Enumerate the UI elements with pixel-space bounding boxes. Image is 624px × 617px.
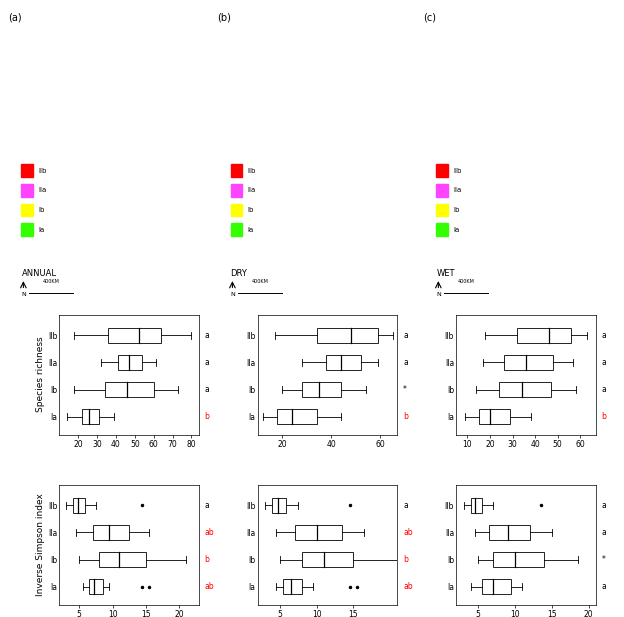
Bar <box>21 204 33 217</box>
Bar <box>489 525 530 540</box>
Y-axis label: Species richness: Species richness <box>36 337 45 412</box>
Text: IIa: IIa <box>39 188 47 193</box>
Bar <box>118 355 142 370</box>
Text: a: a <box>205 501 210 510</box>
Text: Ia: Ia <box>454 226 460 233</box>
Text: Ia: Ia <box>39 226 45 233</box>
Text: Ib: Ib <box>39 207 45 213</box>
Text: ab: ab <box>205 528 214 537</box>
Text: a: a <box>602 501 607 510</box>
Text: Ia: Ia <box>248 226 254 233</box>
Bar <box>436 164 448 177</box>
Bar <box>295 525 343 540</box>
Bar <box>504 355 553 370</box>
Text: a: a <box>602 528 607 537</box>
Bar <box>302 552 353 567</box>
Text: (b): (b) <box>217 12 231 22</box>
Bar <box>436 223 448 236</box>
Text: IIb: IIb <box>454 168 462 173</box>
Bar <box>109 328 161 342</box>
Text: 400KM: 400KM <box>251 280 268 284</box>
Text: IIa: IIa <box>248 188 256 193</box>
Bar <box>517 328 571 342</box>
Text: a: a <box>205 385 210 394</box>
Bar <box>105 382 154 397</box>
Bar <box>277 409 316 424</box>
Text: N: N <box>230 292 235 297</box>
Text: Ib: Ib <box>454 207 460 213</box>
Text: IIa: IIa <box>454 188 462 193</box>
Text: b: b <box>205 555 210 564</box>
Bar <box>230 204 242 217</box>
Text: b: b <box>205 412 210 421</box>
Bar <box>82 409 99 424</box>
Text: 400KM: 400KM <box>42 280 59 284</box>
Bar <box>283 579 302 594</box>
Bar <box>89 579 102 594</box>
Text: a: a <box>403 331 408 339</box>
Bar <box>493 552 544 567</box>
Bar <box>230 223 242 236</box>
Text: (a): (a) <box>8 12 22 22</box>
Text: a: a <box>403 358 408 367</box>
Text: (c): (c) <box>423 12 436 22</box>
Bar <box>21 223 33 236</box>
Text: ab: ab <box>403 528 412 537</box>
Text: WET: WET <box>436 269 455 278</box>
Bar <box>99 552 146 567</box>
Bar <box>273 498 286 513</box>
Text: 400KM: 400KM <box>457 280 474 284</box>
Text: b: b <box>403 412 408 421</box>
Y-axis label: Inverse Simpson index: Inverse Simpson index <box>36 494 45 596</box>
Bar <box>92 525 129 540</box>
Text: b: b <box>403 555 408 564</box>
Bar <box>72 498 85 513</box>
Text: a: a <box>602 331 607 339</box>
Bar <box>21 184 33 197</box>
Bar <box>230 184 242 197</box>
Text: *: * <box>403 385 407 394</box>
Text: a: a <box>602 582 607 592</box>
Bar <box>316 328 378 342</box>
Text: IIb: IIb <box>248 168 256 173</box>
Text: *: * <box>602 555 605 564</box>
Bar <box>436 184 448 197</box>
Bar <box>482 579 511 594</box>
Bar <box>499 382 551 397</box>
Text: a: a <box>205 358 210 367</box>
Bar <box>479 409 510 424</box>
Text: a: a <box>602 358 607 367</box>
Text: b: b <box>602 412 607 421</box>
Text: a: a <box>403 501 408 510</box>
Text: IIb: IIb <box>39 168 47 173</box>
Bar <box>302 382 341 397</box>
Bar <box>436 204 448 217</box>
Bar <box>21 164 33 177</box>
Text: ANNUAL: ANNUAL <box>21 269 56 278</box>
Text: a: a <box>602 385 607 394</box>
Text: a: a <box>205 331 210 339</box>
Bar <box>230 164 242 177</box>
Bar <box>326 355 361 370</box>
Bar <box>471 498 482 513</box>
Text: N: N <box>21 292 26 297</box>
Text: N: N <box>436 292 441 297</box>
Text: Ib: Ib <box>248 207 254 213</box>
Text: DRY: DRY <box>230 269 247 278</box>
Text: ab: ab <box>205 582 214 592</box>
Text: ab: ab <box>403 582 412 592</box>
